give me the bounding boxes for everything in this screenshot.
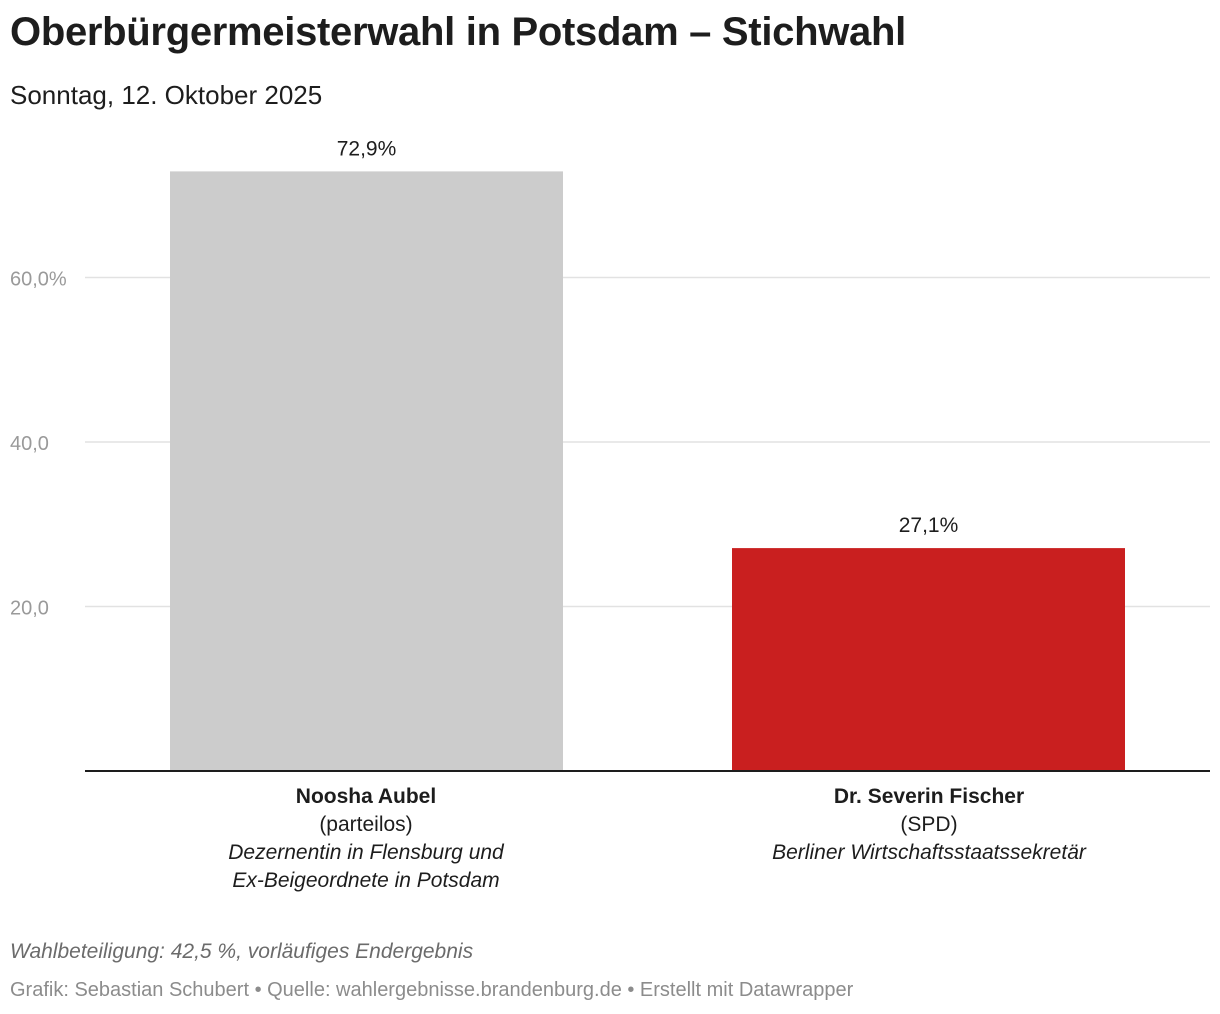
bar <box>170 171 563 771</box>
value-label: 72,9% <box>337 137 397 160</box>
candidate-description: Berliner Wirtschaftsstaatssekretär <box>772 841 1086 864</box>
y-tick-label: 20,0 <box>10 598 49 620</box>
candidate-description: Dezernentin in Flensburg und <box>228 841 504 864</box>
bar <box>732 548 1125 771</box>
candidate-name: Dr. Severin Fischer <box>833 785 1025 808</box>
footnote: Wahlbeteiligung: 42,5 %, vorläufiges End… <box>10 940 474 963</box>
y-tick-label: 60,0% <box>10 269 67 291</box>
chart-subtitle: Sonntag, 12. Oktober 2025 <box>10 80 323 110</box>
x-label-candidate-2: Dr. Severin Fischer (SPD) Berliner Wirts… <box>679 783 1179 867</box>
credit-line: Grafik: Sebastian Schubert • Quelle: wah… <box>10 979 854 1001</box>
chart-title: Oberbürgermeisterwahl in Potsdam – Stich… <box>10 10 906 54</box>
candidate-description: Ex-Beigeordnete in Potsdam <box>232 869 500 892</box>
candidate-party: (parteilos) <box>319 813 413 836</box>
x-label-candidate-1: Noosha Aubel (parteilos) Dezernentin in … <box>116 783 616 895</box>
candidate-party: (SPD) <box>900 813 958 836</box>
value-label: 27,1% <box>899 514 959 537</box>
y-tick-label: 40,0 <box>10 433 49 455</box>
candidate-name: Noosha Aubel <box>295 785 437 808</box>
